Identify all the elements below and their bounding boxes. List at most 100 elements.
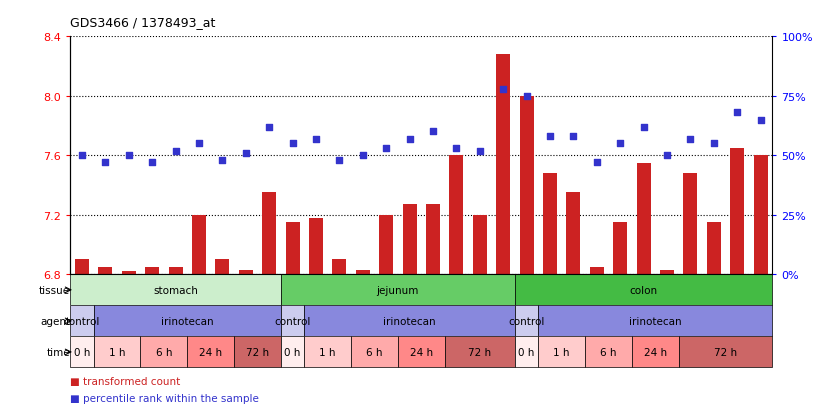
Point bbox=[660, 153, 673, 159]
Text: irinotecan: irinotecan bbox=[629, 316, 681, 326]
Bar bbox=[286, 223, 300, 275]
Point bbox=[403, 136, 416, 142]
Bar bbox=[332, 260, 346, 275]
Bar bbox=[75, 260, 89, 275]
Point bbox=[637, 124, 650, 131]
Point bbox=[591, 160, 604, 166]
Point bbox=[286, 141, 299, 147]
Point bbox=[169, 148, 183, 154]
Point bbox=[356, 153, 369, 159]
Point bbox=[426, 129, 439, 135]
Bar bbox=[304, 306, 515, 337]
Bar bbox=[753, 156, 767, 275]
Bar bbox=[188, 337, 234, 368]
Text: GDS3466 / 1378493_at: GDS3466 / 1378493_at bbox=[70, 16, 216, 29]
Bar bbox=[98, 267, 112, 275]
Text: 1 h: 1 h bbox=[320, 347, 336, 357]
Point bbox=[614, 141, 627, 147]
Point bbox=[567, 133, 580, 140]
Bar bbox=[121, 272, 135, 275]
Bar bbox=[145, 267, 159, 275]
Point bbox=[122, 153, 135, 159]
Point bbox=[473, 148, 487, 154]
Bar bbox=[356, 270, 370, 275]
Point bbox=[192, 141, 206, 147]
Text: time: time bbox=[46, 347, 70, 357]
Bar bbox=[216, 260, 230, 275]
Bar bbox=[281, 306, 304, 337]
Bar bbox=[93, 306, 281, 337]
Text: 0 h: 0 h bbox=[284, 347, 301, 357]
Text: 6 h: 6 h bbox=[155, 347, 172, 357]
Text: 24 h: 24 h bbox=[410, 347, 433, 357]
Point bbox=[496, 86, 510, 93]
Bar bbox=[402, 205, 416, 275]
Text: 1 h: 1 h bbox=[109, 347, 126, 357]
Bar bbox=[515, 306, 539, 337]
Bar bbox=[539, 306, 772, 337]
Bar bbox=[567, 193, 581, 275]
Bar bbox=[379, 215, 393, 275]
Point bbox=[380, 145, 393, 152]
Bar bbox=[496, 55, 510, 275]
Bar bbox=[449, 156, 463, 275]
Text: ■ percentile rank within the sample: ■ percentile rank within the sample bbox=[70, 393, 259, 403]
Text: 6 h: 6 h bbox=[601, 347, 617, 357]
Point bbox=[310, 136, 323, 142]
Bar bbox=[281, 337, 304, 368]
Bar bbox=[660, 270, 674, 275]
Point bbox=[216, 157, 229, 164]
Text: 0 h: 0 h bbox=[74, 347, 90, 357]
Bar bbox=[637, 163, 651, 275]
Bar bbox=[707, 223, 721, 275]
Text: 6 h: 6 h bbox=[366, 347, 382, 357]
Point bbox=[99, 160, 112, 166]
Bar bbox=[515, 337, 539, 368]
Text: agent: agent bbox=[40, 316, 70, 326]
Bar bbox=[679, 337, 772, 368]
Text: 72 h: 72 h bbox=[468, 347, 491, 357]
Text: irinotecan: irinotecan bbox=[383, 316, 436, 326]
Bar bbox=[70, 337, 93, 368]
Point bbox=[75, 153, 88, 159]
Bar bbox=[234, 337, 281, 368]
Text: 24 h: 24 h bbox=[199, 347, 222, 357]
Bar bbox=[539, 337, 585, 368]
Text: control: control bbox=[508, 316, 545, 326]
Text: ■ transformed count: ■ transformed count bbox=[70, 376, 180, 386]
Point bbox=[707, 141, 720, 147]
Bar bbox=[309, 218, 323, 275]
Point bbox=[240, 150, 253, 157]
Bar bbox=[444, 337, 515, 368]
Bar bbox=[262, 193, 276, 275]
Bar bbox=[632, 337, 679, 368]
Point bbox=[333, 157, 346, 164]
Bar bbox=[70, 306, 93, 337]
Text: control: control bbox=[274, 316, 311, 326]
Bar bbox=[515, 275, 772, 306]
Text: jejunum: jejunum bbox=[377, 285, 419, 295]
Text: tissue: tissue bbox=[39, 285, 70, 295]
Text: 72 h: 72 h bbox=[714, 347, 737, 357]
Bar bbox=[730, 149, 744, 275]
Point bbox=[263, 124, 276, 131]
Point bbox=[730, 110, 743, 116]
Bar bbox=[543, 174, 557, 275]
Text: 0 h: 0 h bbox=[519, 347, 534, 357]
Text: stomach: stomach bbox=[153, 285, 198, 295]
Point bbox=[684, 136, 697, 142]
Bar bbox=[70, 275, 281, 306]
Text: 72 h: 72 h bbox=[246, 347, 269, 357]
Point bbox=[520, 93, 534, 100]
Bar bbox=[281, 275, 515, 306]
Text: control: control bbox=[64, 316, 100, 326]
Text: 24 h: 24 h bbox=[643, 347, 667, 357]
Point bbox=[145, 160, 159, 166]
Text: irinotecan: irinotecan bbox=[161, 316, 214, 326]
Bar bbox=[93, 337, 140, 368]
Point bbox=[449, 145, 463, 152]
Text: 1 h: 1 h bbox=[553, 347, 570, 357]
Bar bbox=[192, 215, 206, 275]
Text: colon: colon bbox=[629, 285, 657, 295]
Bar bbox=[585, 337, 632, 368]
